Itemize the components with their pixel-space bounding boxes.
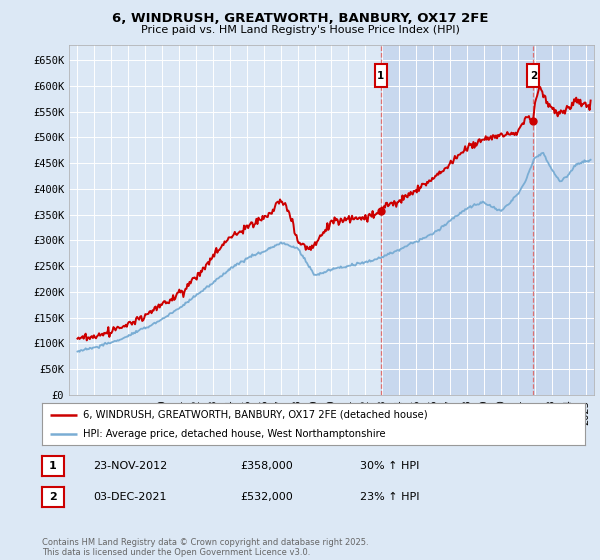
Bar [533, 45, 594, 395]
Bar [527, 64, 539, 87]
Bar [380, 45, 533, 395]
Text: 03-DEC-2021: 03-DEC-2021 [93, 492, 167, 502]
Text: HPI: Average price, detached house, West Northamptonshire: HPI: Average price, detached house, West… [83, 429, 385, 439]
Text: 1: 1 [49, 461, 56, 471]
Text: 23% ↑ HPI: 23% ↑ HPI [360, 492, 419, 502]
Bar [374, 64, 386, 87]
Text: 23-NOV-2012: 23-NOV-2012 [93, 461, 167, 471]
Text: 2: 2 [49, 492, 56, 502]
Text: Price paid vs. HM Land Registry's House Price Index (HPI): Price paid vs. HM Land Registry's House … [140, 25, 460, 35]
Text: 2: 2 [530, 71, 537, 81]
Text: 1: 1 [377, 71, 384, 81]
Text: £358,000: £358,000 [240, 461, 293, 471]
Text: 30% ↑ HPI: 30% ↑ HPI [360, 461, 419, 471]
Text: £532,000: £532,000 [240, 492, 293, 502]
Text: 6, WINDRUSH, GREATWORTH, BANBURY, OX17 2FE (detached house): 6, WINDRUSH, GREATWORTH, BANBURY, OX17 2… [83, 409, 427, 419]
Text: 6, WINDRUSH, GREATWORTH, BANBURY, OX17 2FE: 6, WINDRUSH, GREATWORTH, BANBURY, OX17 2… [112, 12, 488, 25]
Text: Contains HM Land Registry data © Crown copyright and database right 2025.
This d: Contains HM Land Registry data © Crown c… [42, 538, 368, 557]
